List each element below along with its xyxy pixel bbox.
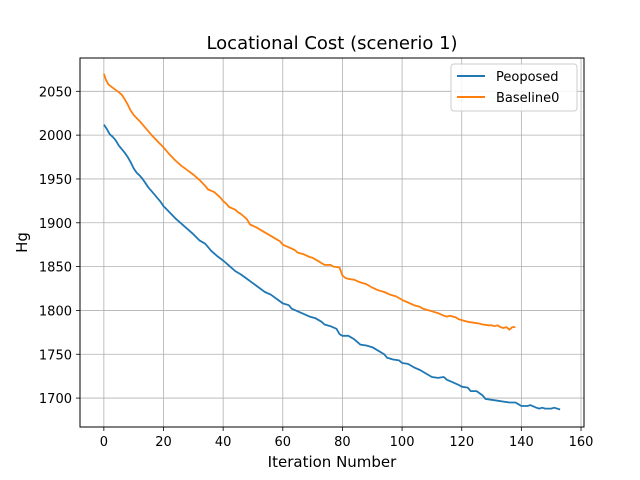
- x-axis-label: Iteration Number: [268, 453, 397, 471]
- x-tick-label: 120: [449, 435, 474, 450]
- x-tick-label: 0: [100, 435, 108, 450]
- x-tick-label: 140: [509, 435, 534, 450]
- legend: Peoposed Baseline0: [450, 63, 578, 112]
- y-axis-label: Hg: [13, 232, 31, 253]
- y-tick-label: 1950: [39, 173, 72, 188]
- y-tick-label: 2000: [39, 129, 72, 144]
- x-tick-label: 160: [569, 435, 594, 450]
- y-tick-label: 1900: [39, 217, 72, 232]
- legend-label-peoposed: Peoposed: [496, 70, 559, 85]
- y-tick-label: 1700: [39, 392, 72, 407]
- plot-frame: [79, 57, 585, 428]
- x-tick-label: 40: [215, 435, 232, 450]
- series-layer: [103, 73, 561, 411]
- series-line-peoposed: [103, 124, 561, 411]
- y-tick-label: 1800: [39, 304, 72, 319]
- y-tick-label: 1750: [39, 348, 72, 363]
- x-tick-label: 20: [155, 435, 172, 450]
- x-tick-label: 60: [275, 435, 292, 450]
- y-tick-label: 2050: [39, 85, 72, 100]
- y-tick-label: 1850: [39, 261, 72, 276]
- series-line-baseline0: [103, 73, 516, 331]
- tick-layer: 0 20 40 60 80 100 120 140 160 1700 1750 1800 1850 190…: [39, 85, 594, 450]
- legend-label-baseline0: Baseline0: [496, 91, 559, 106]
- x-tick-label: 100: [390, 435, 415, 450]
- chart-title: Locational Cost (scenerio 1): [206, 33, 457, 54]
- grid-layer: [80, 58, 584, 427]
- x-tick-label: 80: [334, 435, 351, 450]
